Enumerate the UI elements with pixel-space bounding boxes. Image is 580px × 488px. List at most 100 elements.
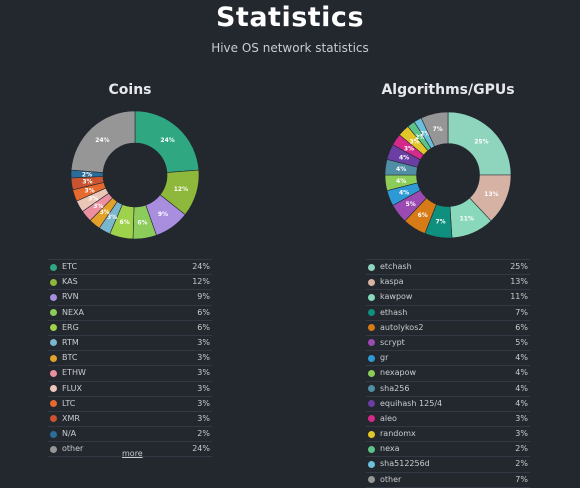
algorithms-donut-chart: 25%13%11%7%6%5%4%4%4%4%3%3%2%2%7% (384, 111, 512, 239)
legend-item-percent: 2% (197, 429, 210, 439)
legend-color-swatch (368, 385, 375, 392)
legend-item-percent: 6% (197, 322, 210, 332)
legend-item-percent: 7% (515, 307, 528, 317)
coins-legend-item-rvn[interactable]: RVN 9% (48, 290, 212, 306)
legend-item-percent: 3% (515, 413, 528, 423)
algorithms-legend-item-ethash[interactable]: ethash 7% (366, 306, 530, 321)
coins-slice-label-kas: 12% (174, 186, 188, 193)
legend-item-label: RTM (62, 337, 79, 347)
algorithms-legend-item-equihash-125-4[interactable]: equihash 125/4 4% (366, 397, 530, 412)
coins-more-link[interactable]: more (122, 449, 143, 458)
legend-color-swatch (368, 339, 375, 347)
algorithms-legend-item-nexa[interactable]: nexa 2% (366, 442, 530, 458)
coins-slice-label-rtm: 3% (107, 214, 117, 221)
algorithms-slice-label-nexapow: 4% (396, 178, 406, 185)
legend-item-percent: 3% (515, 429, 528, 439)
legend-item-percent: 5% (515, 337, 528, 347)
algorithms-legend-item-gr[interactable]: gr 4% (366, 351, 530, 367)
algorithms-legend-item-etchash[interactable]: etchash 25% (366, 260, 530, 276)
coins-legend-item-btc[interactable]: BTC 3% (48, 351, 212, 367)
algorithms-slice-label-sha512256d: 2% (420, 131, 430, 138)
legend-item-percent: 9% (197, 292, 210, 302)
legend-color-swatch (368, 354, 375, 362)
legend-color-swatch (368, 324, 375, 332)
algorithms-slice-label-autolykos2: 6% (418, 212, 428, 219)
coins-legend-item-xmr[interactable]: XMR 3% (48, 412, 212, 428)
algorithms-legend-item-other[interactable]: other 7% (366, 473, 530, 488)
coins-legend-item-erg[interactable]: ERG 6% (48, 321, 212, 336)
legend-item-percent: 3% (197, 413, 210, 423)
algorithms-legend-item-randomx[interactable]: randomx 3% (366, 427, 530, 443)
coins-slice-label-ethw: 3% (93, 203, 103, 210)
algorithms-legend-item-kawpow[interactable]: kawpow 11% (366, 290, 530, 306)
legend-item-percent: 12% (192, 277, 210, 287)
legend-item-label: other (380, 474, 402, 484)
legend-item-label: sha256 (380, 383, 410, 393)
legend-item-percent: 2% (515, 459, 528, 469)
algorithms-slice-label-sha256: 4% (396, 166, 406, 173)
legend-item-percent: 25% (510, 262, 528, 271)
legend-item-percent: 6% (515, 322, 528, 332)
coins-legend-item-kas[interactable]: KAS 12% (48, 275, 212, 291)
legend-item-label: gr (380, 353, 389, 363)
algorithms-legend: etchash 25% kaspa 13% kawpow 11% ethash 7% autol… (366, 260, 530, 488)
algorithms-legend-item-autolykos2[interactable]: autolykos2 6% (366, 321, 530, 336)
algorithms-slice-label-aleo: 3% (404, 145, 414, 152)
algorithms-legend-item-nexapow[interactable]: nexapow 4% (366, 366, 530, 382)
coins-legend-item-rtm[interactable]: RTM 3% (48, 336, 212, 352)
legend-item-percent: 4% (515, 353, 528, 363)
legend-color-swatch (50, 385, 57, 392)
legend-color-swatch (50, 369, 57, 377)
legend-item-percent: 6% (197, 307, 210, 317)
algorithms-slice-label-ethash: 7% (436, 219, 446, 226)
legend-color-swatch (50, 445, 57, 453)
coins-legend-item-ltc[interactable]: LTC 3% (48, 397, 212, 412)
legend-item-label: equihash 125/4 (380, 398, 443, 408)
algorithms-legend-item-aleo[interactable]: aleo 3% (366, 412, 530, 428)
legend-color-swatch (50, 400, 57, 408)
algorithms-slice-label-gr: 4% (399, 189, 409, 196)
coins-title: Coins (108, 82, 152, 98)
coins-legend-item-etc[interactable]: ETC 24% (48, 260, 212, 276)
legend-color-swatch (50, 324, 57, 332)
algorithms-slice-label-kaspa: 13% (484, 191, 498, 198)
legend-color-swatch (50, 354, 57, 362)
legend-item-label: ETC (62, 262, 78, 271)
legend-color-swatch (50, 430, 57, 438)
algorithms-legend-item-scrypt[interactable]: scrypt 5% (366, 336, 530, 352)
legend-item-percent: 11% (510, 292, 528, 302)
legend-item-percent: 3% (197, 337, 210, 347)
algorithms-legend-item-kaspa[interactable]: kaspa 13% (366, 275, 530, 291)
legend-item-percent: 3% (197, 398, 210, 408)
legend-item-label: nexapow (380, 368, 417, 378)
legend-item-label: kaspa (380, 277, 404, 287)
legend-item-label: other (62, 444, 84, 454)
legend-item-label: BTC (62, 353, 78, 363)
coins-legend-item-flux[interactable]: FLUX 3% (48, 382, 212, 397)
algorithms-legend-item-sha512256d[interactable]: sha512256d 2% (366, 457, 530, 473)
algorithms-slice-label-scrypt: 5% (406, 201, 416, 208)
coins-legend-item-nexa[interactable]: NEXA 6% (48, 306, 212, 321)
legend-item-percent: 4% (515, 368, 528, 378)
legend-color-swatch (368, 263, 375, 271)
algorithms-slice-label-randomx: 3% (409, 139, 419, 146)
algorithms-slice-label-nexa: 2% (415, 134, 425, 141)
legend-item-label: etchash (380, 262, 412, 271)
legend-color-swatch (50, 263, 57, 271)
coins-slice-label-xmr: 3% (82, 179, 92, 186)
legend-item-label: randomx (380, 429, 416, 439)
coins-legend: ETC 24% KAS 12% RVN 9% NEXA 6% ERG 6% RTM 3% BTC 3% ET… (48, 260, 212, 458)
coins-slice-label-btc: 3% (100, 209, 110, 216)
coins-legend-item-ethw[interactable]: ETHW 3% (48, 366, 212, 382)
coins-donut-chart: 24%12%9%6%6%3%3%3%3%3%3%2%24% (70, 110, 200, 240)
coins-slice-other[interactable] (70, 110, 136, 173)
algorithms-slice-label-equihash-125-4: 4% (399, 155, 409, 162)
coins-legend-item-n-a[interactable]: N/A 2% (48, 427, 212, 443)
legend-color-swatch (368, 415, 375, 423)
legend-item-label: N/A (62, 429, 77, 439)
coins-legend-item-other[interactable]: other 24% (48, 442, 212, 458)
algorithms-slice-other[interactable] (420, 111, 449, 147)
legend-item-percent: 3% (197, 383, 210, 393)
legend-item-percent: 3% (197, 353, 210, 363)
algorithms-legend-item-sha256[interactable]: sha256 4% (366, 382, 530, 397)
